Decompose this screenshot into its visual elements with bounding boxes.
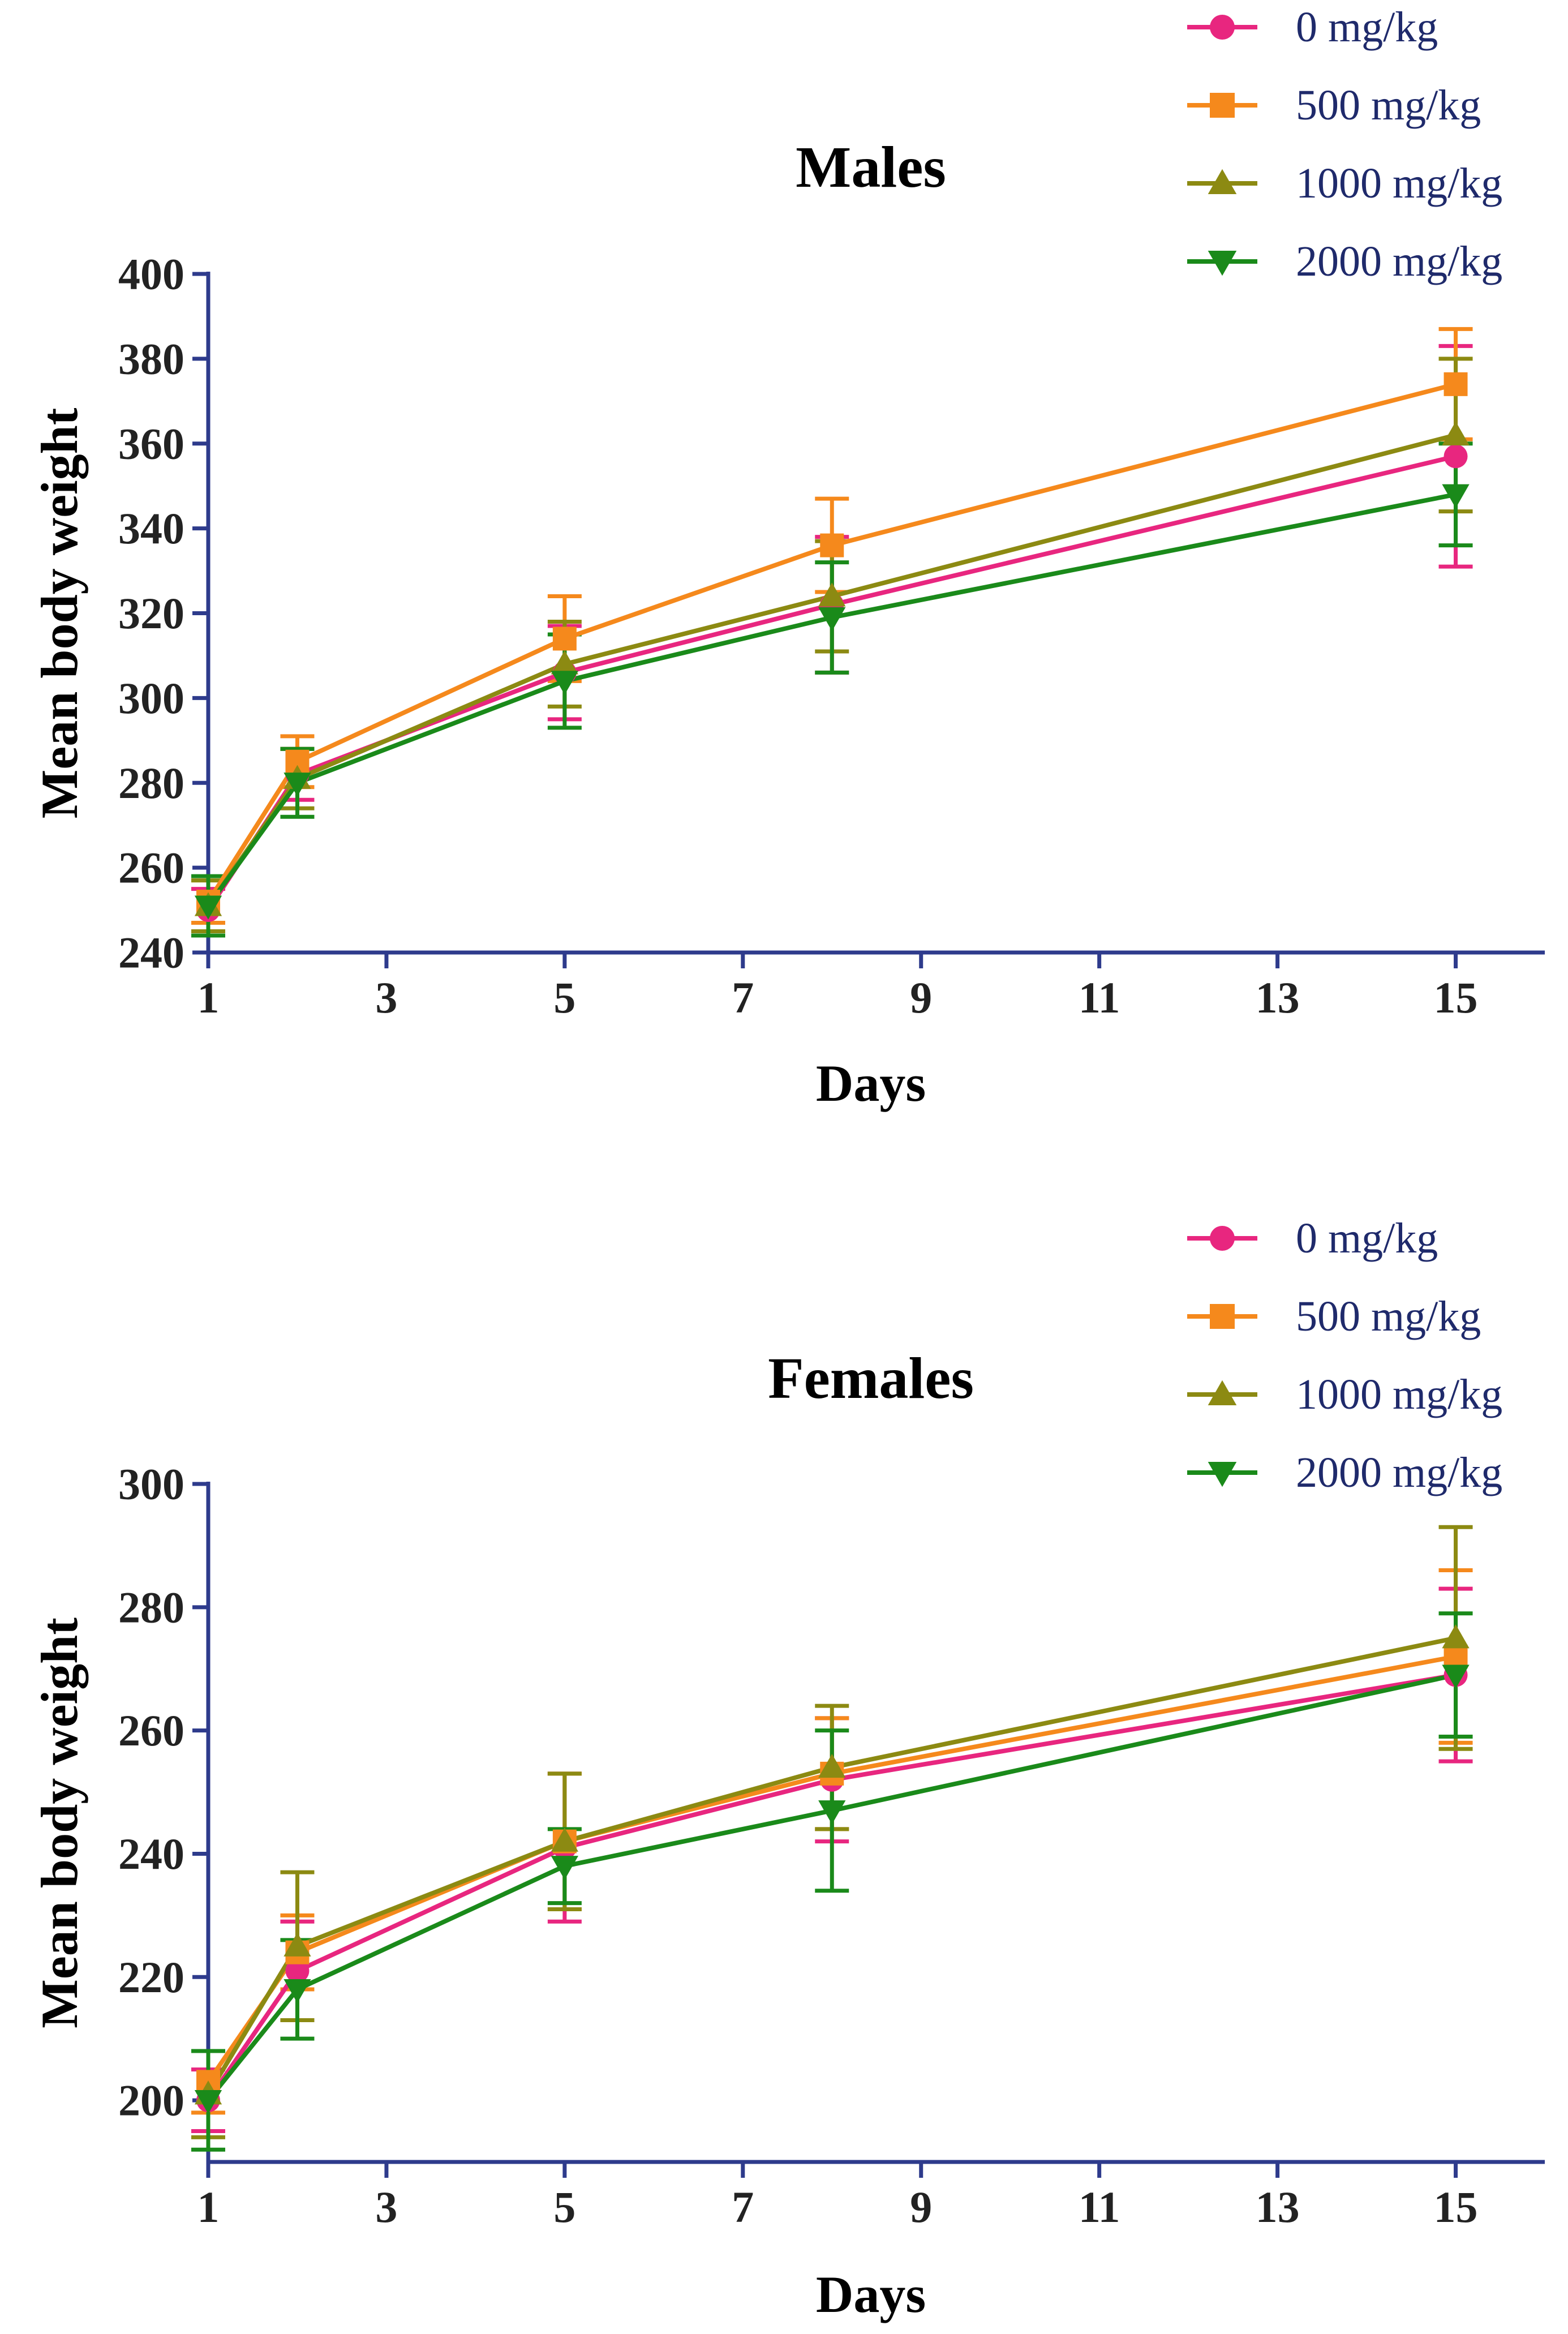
males-data-point-2000-mg-kg — [194, 895, 222, 920]
legend-label: 0 mg/kg — [1296, 3, 1438, 51]
females-x-tick-label: 3 — [375, 2182, 397, 2232]
males-data-point-500-mg-kg — [552, 627, 577, 651]
legend-label: 1000 mg/kg — [1296, 1371, 1502, 1418]
females-x-tick-label: 9 — [910, 2182, 932, 2232]
males-data-point-500-mg-kg — [1444, 372, 1468, 396]
males-x-tick-label: 9 — [910, 973, 932, 1022]
females-y-tick-label: 280 — [118, 1582, 184, 1632]
males-y-tick-label: 240 — [118, 928, 184, 977]
males-x-tick-label: 13 — [1256, 973, 1300, 1022]
males-data-point-2000-mg-kg — [283, 773, 311, 797]
males-data-point-2000-mg-kg — [818, 607, 846, 632]
females-series-2000-mg-kg — [191, 1611, 1473, 2152]
legend-marker-triangle-up — [1208, 1380, 1237, 1405]
females-x-tick-label: 1 — [197, 2182, 220, 2232]
legend-marker-square — [1210, 1304, 1235, 1329]
females-chart-title: Females — [768, 1346, 974, 1411]
females-y-tick-label: 260 — [118, 1706, 184, 1755]
legend-item: 0 mg/kg — [1187, 3, 1438, 51]
legend-item: 500 mg/kg — [1187, 81, 1481, 129]
females-chart-panel: Females Days Mean body weight 200 220 240 260 2… — [31, 1215, 1545, 2323]
males-y-tick-label: 280 — [118, 758, 184, 808]
females-data-point-2000-mg-kg — [194, 2090, 222, 2114]
females-data-point-1000-mg-kg — [1442, 1624, 1470, 1649]
males-x-tick-label: 1 — [197, 973, 220, 1022]
legend-item: 2000 mg/kg — [1187, 1449, 1502, 1496]
females-x-tick-label: 15 — [1434, 2182, 1478, 2232]
legend-item: 1000 mg/kg — [1187, 160, 1502, 207]
males-plot-area — [191, 327, 1473, 938]
males-x-tick-label: 11 — [1079, 973, 1120, 1022]
males-data-point-2000-mg-kg — [551, 671, 579, 695]
males-y-tick-label: 380 — [118, 334, 184, 383]
legend-item: 500 mg/kg — [1187, 1293, 1481, 1340]
females-x-axis-title: Days — [816, 2266, 926, 2323]
females-x-tick-label: 11 — [1079, 2182, 1120, 2232]
females-data-point-1000-mg-kg — [818, 1753, 846, 1778]
legend-marker-triangle-down — [1208, 1462, 1237, 1487]
females-legend: 0 mg/kg 500 mg/kg 1000 mg/kg 2000 mg/kg — [1187, 1215, 1502, 1496]
females-data-point-2000-mg-kg — [1442, 1664, 1470, 1689]
legend-item: 1000 mg/kg — [1187, 1371, 1502, 1418]
males-x-tick-label: 15 — [1434, 973, 1478, 1022]
females-data-point-1000-mg-kg — [283, 1932, 311, 1957]
males-x-tick-label: 7 — [732, 973, 754, 1022]
legend-marker-triangle-up — [1208, 169, 1237, 194]
males-y-tick-label: 360 — [118, 419, 184, 468]
males-y-tick-label: 320 — [118, 589, 184, 638]
females-y-tick-label: 240 — [118, 1829, 184, 1878]
males-y-tick-label: 400 — [118, 250, 184, 299]
males-legend: 0 mg/kg 500 mg/kg 1000 mg/kg 2000 mg/kg — [1187, 3, 1502, 285]
females-data-point-500-mg-kg — [1444, 1644, 1468, 1668]
females-x-tick-label: 7 — [732, 2182, 754, 2232]
females-data-point-1000-mg-kg — [551, 1827, 579, 1852]
females-data-point-2000-mg-kg — [551, 1856, 579, 1880]
legend-marker-circle — [1210, 15, 1235, 40]
males-data-point-1000-mg-kg — [551, 650, 579, 675]
legend-label: 2000 mg/kg — [1296, 238, 1502, 285]
males-data-point-0-mg-kg — [1444, 444, 1468, 469]
males-y-tick-label: 340 — [118, 504, 184, 553]
males-x-tick-label: 3 — [375, 973, 397, 1022]
females-data-point-2000-mg-kg — [283, 1979, 311, 2003]
legend-label: 1000 mg/kg — [1296, 160, 1502, 207]
females-y-axis-title: Mean body weight — [31, 1618, 88, 2028]
legend-label: 2000 mg/kg — [1296, 1449, 1502, 1496]
females-plot-area — [191, 1525, 1473, 2152]
legend-item: 0 mg/kg — [1187, 1215, 1438, 1262]
legend-label: 500 mg/kg — [1296, 1293, 1481, 1340]
females-y-tick-label: 220 — [118, 1953, 184, 2002]
males-y-tick-label: 300 — [118, 673, 184, 723]
females-y-tick-label: 300 — [118, 1460, 184, 1509]
males-data-point-500-mg-kg — [820, 533, 844, 557]
females-data-point-0-mg-kg — [285, 1959, 310, 1983]
males-x-axis-title: Days — [816, 1054, 926, 1112]
legend-label: 500 mg/kg — [1296, 81, 1481, 129]
females-x-tick-label: 13 — [1256, 2182, 1300, 2232]
males-x-tick-label: 5 — [553, 973, 575, 1022]
males-chart-title: Males — [796, 135, 946, 200]
males-data-point-2000-mg-kg — [1442, 484, 1470, 508]
females-y-tick-label: 200 — [118, 2076, 184, 2125]
males-y-tick-label: 260 — [118, 843, 184, 893]
males-data-point-1000-mg-kg — [818, 582, 846, 607]
females-data-point-2000-mg-kg — [818, 1800, 846, 1825]
legend-marker-circle — [1210, 1226, 1235, 1251]
legend-marker-triangle-down — [1208, 251, 1237, 276]
females-x-tick-label: 5 — [553, 2182, 575, 2232]
males-y-axis-title: Mean body weight — [31, 407, 88, 818]
legend-marker-square — [1210, 93, 1235, 118]
males-data-point-1000-mg-kg — [1442, 421, 1470, 445]
legend-item: 2000 mg/kg — [1187, 238, 1502, 285]
legend-label: 0 mg/kg — [1296, 1215, 1438, 1262]
